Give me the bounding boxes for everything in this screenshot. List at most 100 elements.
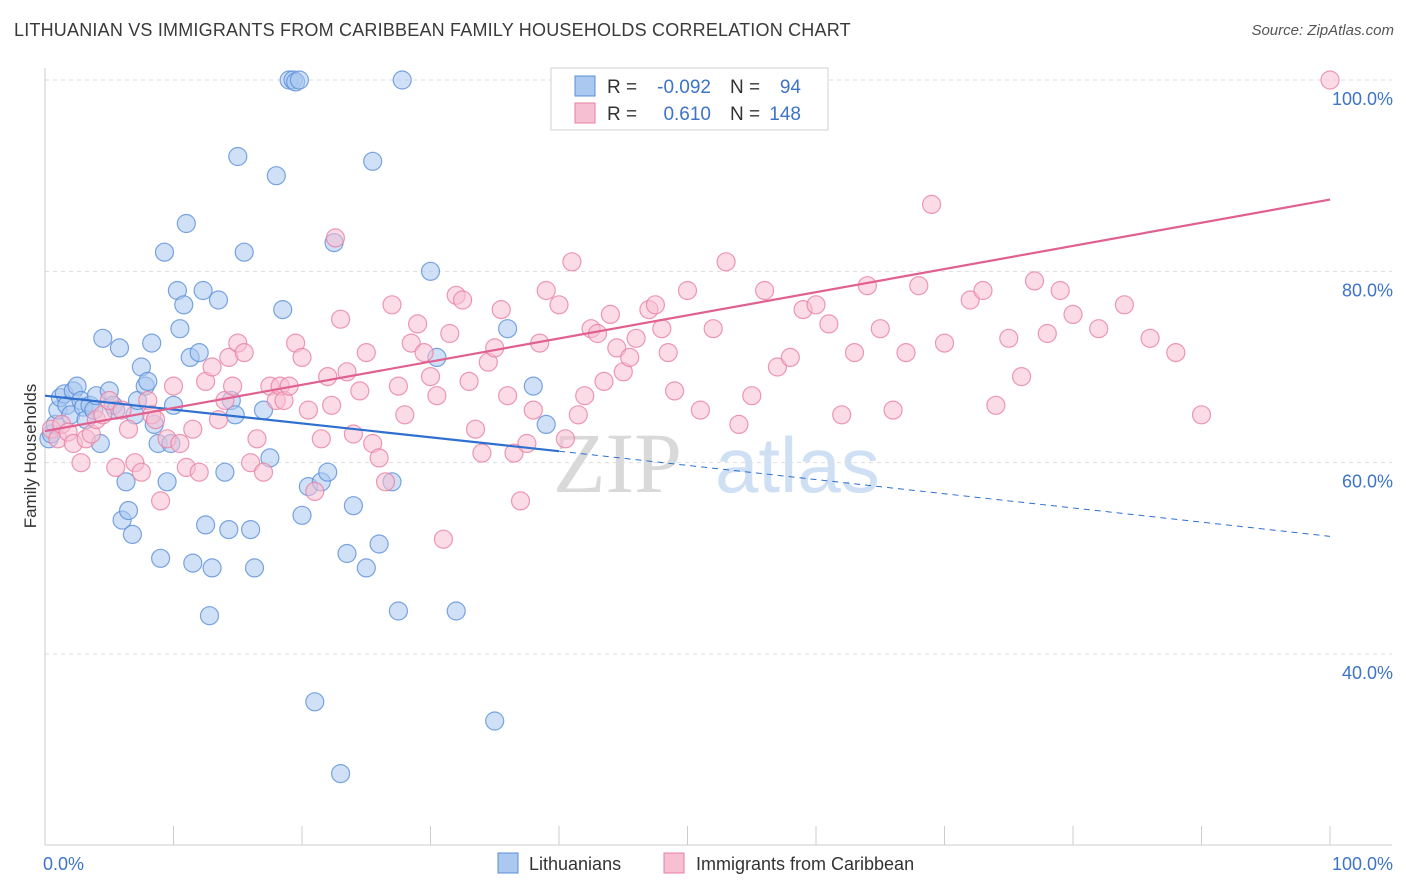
point-caribbean — [1037, 323, 1057, 344]
point-caribbean — [819, 314, 839, 334]
point-caribbean — [170, 433, 190, 454]
point-lithuanians — [369, 534, 389, 554]
point-caribbean — [934, 333, 955, 353]
point-caribbean — [1140, 328, 1160, 348]
point-caribbean — [356, 343, 376, 363]
point-caribbean — [298, 400, 318, 420]
legend-r-label-2: R = — [607, 104, 637, 125]
point-caribbean — [1063, 304, 1083, 324]
point-caribbean — [652, 319, 672, 339]
point-lithuanians — [498, 319, 518, 339]
legend-r-value-2: 0.610 — [663, 104, 711, 125]
point-lithuanians — [337, 543, 357, 564]
point-lithuanians — [93, 328, 113, 348]
point-lithuanians — [183, 553, 203, 573]
point-caribbean — [600, 304, 621, 324]
point-caribbean — [369, 448, 389, 468]
legend-r-label-1: R = — [607, 77, 637, 98]
point-caribbean — [536, 280, 556, 301]
point-caribbean — [318, 367, 338, 387]
point-caribbean — [1191, 405, 1212, 425]
point-lithuanians — [170, 319, 190, 339]
point-caribbean — [420, 367, 441, 387]
point-caribbean — [716, 252, 736, 272]
point-lithuanians — [116, 472, 136, 492]
point-caribbean — [620, 347, 640, 367]
axes: 40.0% 60.0% 80.0% 100.0% 0.0% 100.0% — [43, 68, 1393, 874]
point-lithuanians — [122, 524, 142, 545]
point-lithuanians — [151, 548, 171, 568]
point-caribbean — [151, 491, 171, 511]
chart-title: LITHUANIAN VS IMMIGRANTS FROM CARIBBEAN … — [14, 20, 851, 40]
data-points — [39, 70, 1340, 784]
point-caribbean — [395, 405, 415, 425]
point-caribbean — [325, 228, 345, 248]
point-caribbean — [575, 386, 595, 406]
trend-lines — [44, 198, 1331, 537]
point-caribbean — [433, 529, 453, 549]
point-caribbean — [806, 295, 826, 315]
point-caribbean — [742, 386, 762, 406]
legend-n-value-1: 94 — [780, 77, 802, 98]
point-lithuanians — [219, 519, 239, 540]
point-lithuanians — [392, 70, 412, 90]
point-caribbean — [375, 472, 396, 492]
point-caribbean — [960, 290, 980, 310]
point-caribbean — [832, 405, 852, 425]
point-caribbean — [594, 371, 614, 391]
point-caribbean — [504, 443, 524, 463]
point-caribbean — [253, 462, 274, 482]
watermark-atlas: atlas — [715, 421, 880, 509]
point-caribbean — [331, 309, 351, 329]
point-lithuanians — [485, 711, 505, 731]
point-caribbean — [202, 357, 222, 377]
point-lithuanians — [199, 606, 220, 626]
point-caribbean — [857, 276, 878, 296]
trend-line-lithuanians-extension — [558, 450, 1331, 537]
point-caribbean — [465, 419, 486, 439]
point-caribbean — [408, 314, 428, 334]
point-caribbean — [896, 343, 916, 363]
point-caribbean — [645, 295, 666, 315]
point-lithuanians — [202, 558, 222, 578]
point-caribbean — [1114, 295, 1135, 315]
point-caribbean — [1024, 271, 1045, 291]
point-caribbean — [1011, 367, 1032, 387]
point-caribbean — [241, 453, 261, 473]
point-caribbean — [555, 429, 576, 449]
trend-line-lithuanians — [44, 394, 560, 453]
point-lithuanians — [189, 343, 209, 363]
point-caribbean — [106, 457, 126, 477]
point-caribbean — [99, 390, 119, 411]
legend-swatch-caribbean — [574, 102, 596, 124]
point-lithuanians — [266, 166, 286, 186]
point-caribbean — [664, 381, 685, 401]
point-caribbean — [986, 395, 1006, 415]
point-caribbean — [999, 328, 1019, 348]
point-caribbean — [754, 280, 775, 301]
point-caribbean — [189, 462, 209, 482]
y-tick-label: 100.0% — [1332, 89, 1393, 109]
point-caribbean — [677, 280, 698, 301]
point-caribbean — [909, 276, 929, 296]
point-lithuanians — [142, 333, 162, 353]
point-caribbean — [973, 280, 993, 301]
legend-n-label-1: N = — [730, 77, 760, 98]
point-lithuanians — [420, 261, 441, 281]
point-lithuanians — [292, 505, 312, 525]
point-lithuanians — [388, 601, 408, 621]
point-lithuanians — [289, 70, 309, 90]
point-lithuanians — [363, 151, 383, 171]
point-lithuanians — [273, 300, 293, 320]
trend-line-caribbean — [44, 198, 1331, 433]
bottom-legend-caribbean: Immigrants from Caribbean — [696, 854, 914, 874]
point-lithuanians — [163, 395, 184, 415]
point-lithuanians — [157, 472, 177, 492]
x-tick-label: 100.0% — [1332, 854, 1393, 874]
point-lithuanians — [318, 462, 338, 482]
point-caribbean — [71, 453, 91, 473]
point-caribbean — [223, 376, 243, 396]
point-caribbean — [562, 252, 582, 272]
point-caribbean — [414, 343, 434, 363]
